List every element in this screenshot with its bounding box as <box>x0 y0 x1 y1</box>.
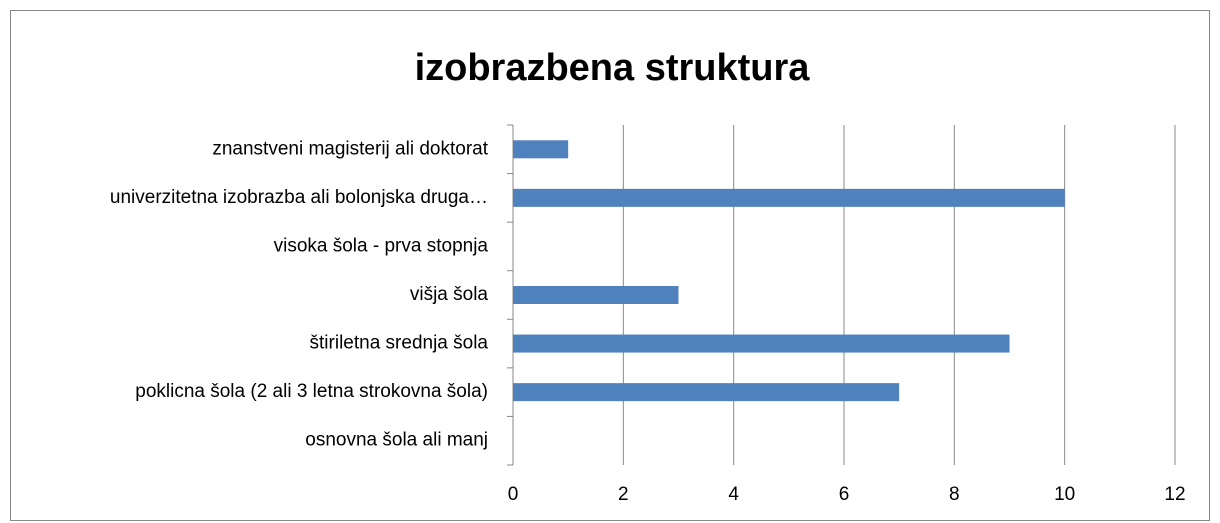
y-tick-label: štiriletna srednja šola <box>310 333 489 354</box>
bar <box>513 140 569 159</box>
x-tick-label: 4 <box>728 484 739 505</box>
chart-frame <box>10 10 1210 521</box>
x-tick-label: 6 <box>839 484 850 505</box>
x-tick-label: 10 <box>1054 484 1075 505</box>
bar <box>513 383 900 402</box>
y-tick-label: univerzitetna izobrazba ali bolonjska dr… <box>110 187 488 208</box>
y-tick-label: znanstveni magisterij ali doktorat <box>212 138 488 159</box>
bar <box>513 286 679 304</box>
y-tick-label: višja šola <box>410 284 489 305</box>
chart-title: izobrazbena struktura <box>415 47 811 89</box>
x-tick-label: 8 <box>949 484 960 505</box>
x-tick-label: 12 <box>1164 484 1185 505</box>
y-tick-label: osnovna šola ali manj <box>305 430 488 451</box>
x-tick-label: 0 <box>508 484 519 505</box>
bar <box>513 188 1065 207</box>
y-tick-label: visoka šola - prva stopnja <box>274 235 489 256</box>
y-tick-label: poklicna šola (2 ali 3 letna strokovna š… <box>135 381 488 402</box>
x-tick-label: 2 <box>618 484 629 505</box>
bar <box>513 334 1010 353</box>
